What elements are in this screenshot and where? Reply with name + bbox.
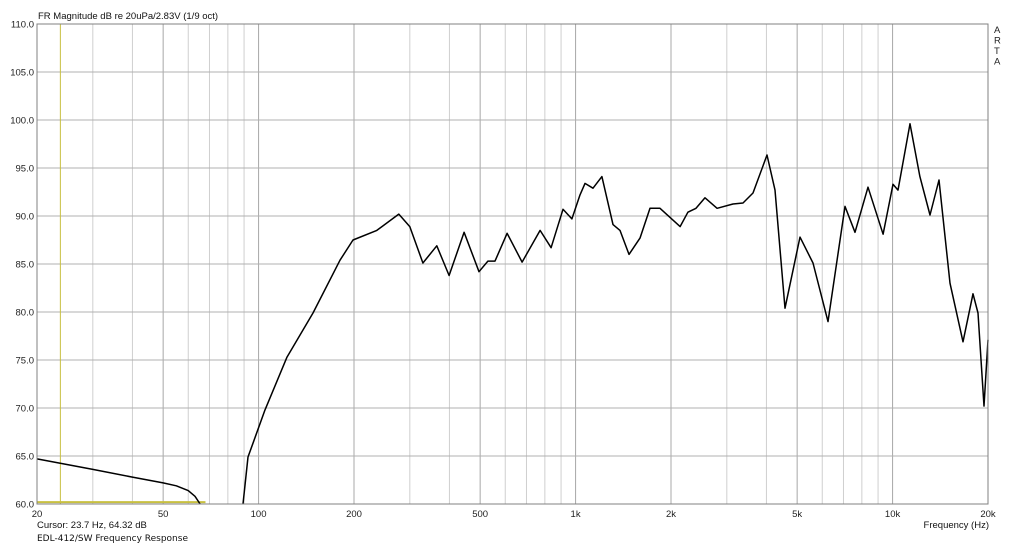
y-tick-label: 80.0 (16, 308, 35, 319)
x-tick-label: 2k (666, 509, 676, 520)
chart-title: FR Magnitude dB re 20uPa/2.83V (1/9 oct) (38, 11, 218, 22)
y-tick-label: 70.0 (16, 404, 35, 415)
frequency-response-curve (36, 458, 201, 505)
x-tick-label: 200 (346, 509, 362, 520)
y-tick-label: 105.0 (10, 68, 34, 79)
curves (36, 123, 989, 505)
plot-frame (36, 23, 989, 505)
x-axis-ticks: 20 50 100 200 500 1k 2k 5k 10k 20k (32, 509, 996, 520)
y-tick-label: 65.0 (16, 452, 35, 463)
x-tick-label: 20 (32, 509, 43, 520)
y-tick-label: 85.0 (16, 260, 35, 271)
arta-letter: A (994, 57, 1001, 68)
y-tick-label: 90.0 (16, 212, 35, 223)
x-tick-label: 20k (980, 509, 996, 520)
grid (36, 23, 989, 505)
y-tick-label: 60.0 (16, 500, 35, 511)
x-axis-label: Frequency (Hz) (924, 520, 989, 531)
arta-letter: R (994, 36, 1001, 47)
y-tick-label: 95.0 (16, 164, 35, 175)
frequency-response-curve (242, 123, 989, 505)
y-tick-label: 75.0 (16, 356, 35, 367)
arta-letter: A (994, 25, 1001, 36)
x-tick-label: 10k (885, 509, 901, 520)
y-tick-label: 100.0 (10, 116, 34, 127)
cursor-lines[interactable] (37, 24, 206, 504)
x-tick-label: 50 (158, 509, 169, 520)
footer-caption: EDL-412/SW Frequency Response (37, 534, 188, 544)
cursor-readout: Cursor: 23.7 Hz, 64.32 dB (37, 520, 147, 531)
y-axis-ticks: 60.0 65.0 70.0 75.0 80.0 85.0 90.0 95.0 100.0 105… (10, 20, 34, 511)
x-tick-label: 1k (571, 509, 581, 520)
x-tick-label: 5k (792, 509, 802, 520)
arta-letter: T (994, 46, 1000, 57)
y-tick-label: 110.0 (11, 20, 34, 31)
x-tick-label: 100 (251, 509, 267, 520)
x-tick-label: 500 (472, 509, 488, 520)
